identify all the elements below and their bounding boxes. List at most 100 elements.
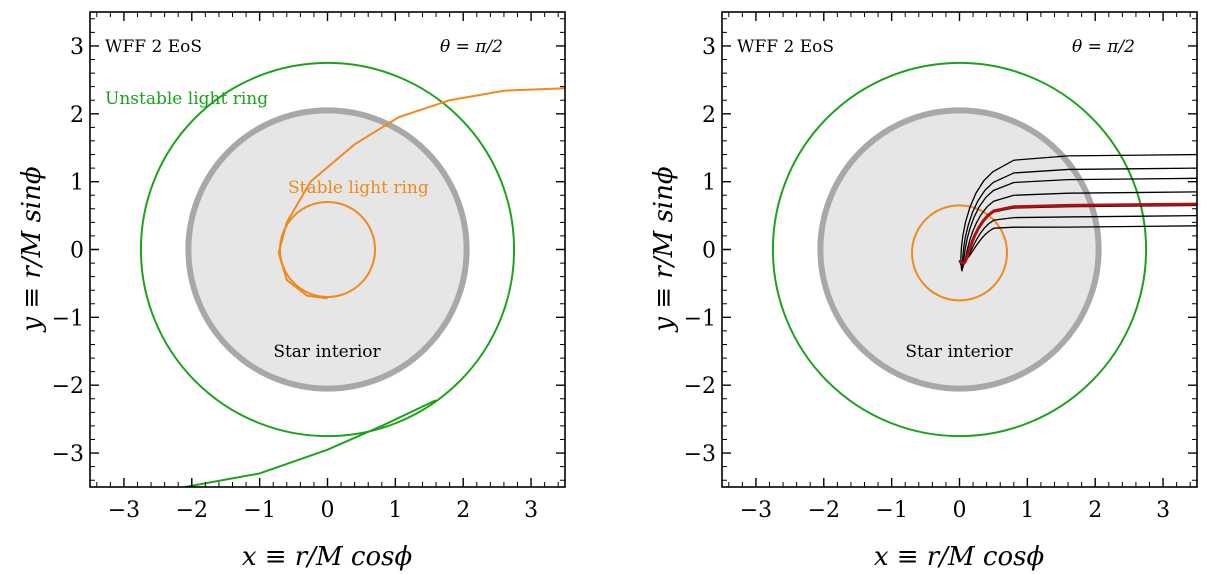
minor-tick: [90, 12, 565, 487]
minor-tick: [722, 12, 1197, 487]
major-tick: [722, 12, 1197, 487]
chart-right: −3 −2 −1 0 1 2 3 −3 −2 −1 0 1 2 3 WFF 2 EoS θ = π/2 S…: [649, 11, 1198, 572]
angle-label: θ = π/2: [440, 37, 503, 57]
ray-trajectories: [958, 153, 1197, 272]
stable-ring-label: Stable light ring: [288, 178, 429, 198]
major-tick: [722, 12, 1197, 487]
major-tick: [722, 12, 1197, 487]
minor-tick: [90, 12, 565, 487]
minor-tick: [722, 12, 1197, 487]
minor-tick: [90, 12, 565, 487]
minor-tick: [90, 12, 565, 487]
angle-label: θ = π/2: [1072, 37, 1135, 57]
minor-tick: [722, 12, 1197, 487]
minor-tick: [90, 12, 565, 487]
minor-tick: [722, 12, 1197, 487]
y-tick-label: 0: [70, 239, 84, 264]
major-tick: [722, 12, 1197, 487]
minor-tick: [90, 12, 565, 487]
minor-tick: [722, 12, 1197, 487]
unstable-light-ring: [139, 61, 516, 438]
y-axis-label: y ≡ r/M sinϕ: [649, 166, 679, 332]
y-tick-label: −1: [684, 306, 716, 331]
minor-tick: [90, 12, 565, 487]
minor-tick: [722, 12, 1197, 487]
minor-tick: [722, 12, 1197, 487]
y-tick-label: 0: [702, 239, 716, 264]
minor-tick: [90, 12, 565, 487]
axis-ticks: −3 −2 −1 0 1 2 3 −3 −2 −1 0 1 2 3: [684, 12, 1197, 523]
x-tick-label: −1: [243, 498, 275, 523]
minor-tick: [722, 12, 1197, 487]
x-tick-label: 3: [524, 498, 538, 523]
minor-tick: [90, 12, 565, 487]
minor-tick: [90, 12, 565, 487]
minor-tick: [722, 12, 1197, 487]
x-tick-label: −3: [108, 498, 140, 523]
major-tick: [722, 12, 1197, 487]
star-interior-disk: [185, 107, 470, 392]
minor-tick: [90, 12, 565, 487]
y-tick-label: −2: [684, 374, 716, 399]
minor-tick: [722, 12, 1197, 487]
minor-tick: [90, 12, 565, 487]
minor-tick: [90, 12, 565, 487]
minor-tick: [722, 12, 1197, 487]
x-tick-label: 0: [953, 498, 967, 523]
major-tick: [90, 12, 565, 487]
y-tick-label: 1: [702, 171, 716, 196]
minor-tick: [90, 12, 565, 487]
minor-tick: [722, 12, 1197, 487]
x-tick-label: 1: [388, 498, 402, 523]
major-tick: [90, 12, 565, 487]
minor-tick: [722, 12, 1197, 487]
major-tick: [90, 12, 565, 487]
chart-left: −3 −2 −1 0 1 2 3 −3 −2 −1 0 1 2 3 WFF 2 EoS θ = π/2 U…: [17, 11, 566, 572]
minor-tick: [722, 12, 1197, 487]
x-tick-label: 1: [1020, 498, 1034, 523]
eos-label: WFF 2 EoS: [105, 37, 202, 57]
minor-tick: [722, 12, 1197, 487]
y-tick-label: −3: [52, 442, 84, 467]
unstable-light-ring: [771, 61, 1148, 438]
y-tick-label: 2: [70, 103, 84, 128]
y-tick-label: −1: [52, 306, 84, 331]
x-tick-label: 0: [321, 498, 335, 523]
minor-tick: [722, 12, 1197, 487]
star-interior-disk: [817, 107, 1102, 392]
eos-label: WFF 2 EoS: [737, 37, 834, 57]
major-tick: [90, 12, 565, 487]
minor-tick: [722, 12, 1197, 487]
minor-tick: [90, 12, 565, 487]
major-tick: [90, 12, 565, 487]
minor-tick: [722, 12, 1197, 487]
highlighted-ray-trajectory: [958, 202, 1197, 265]
minor-tick: [90, 12, 565, 487]
minor-tick: [722, 12, 1197, 487]
y-tick-label: −2: [52, 374, 84, 399]
minor-tick: [722, 12, 1197, 487]
minor-tick: [90, 12, 565, 487]
minor-tick: [722, 12, 1197, 487]
y-tick-label: −3: [684, 442, 716, 467]
ray-trajectory: [958, 153, 1197, 272]
minor-tick: [90, 12, 565, 487]
x-tick-label: −2: [176, 498, 208, 523]
minor-tick: [90, 12, 565, 487]
y-tick-label: 3: [702, 35, 716, 60]
minor-tick: [90, 12, 565, 487]
minor-tick: [90, 12, 565, 487]
star-interior-label: Star interior: [905, 342, 1013, 362]
minor-tick: [722, 12, 1197, 487]
x-tick-label: 3: [1156, 498, 1170, 523]
x-axis-label: x ≡ r/M cosϕ: [874, 542, 1045, 572]
y-axis-label: y ≡ r/M sinϕ: [17, 166, 47, 332]
minor-tick: [90, 12, 565, 487]
x-tick-label: −2: [808, 498, 840, 523]
x-axis-label: x ≡ r/M cosϕ: [242, 542, 413, 572]
minor-tick: [90, 12, 565, 487]
minor-tick: [722, 12, 1197, 487]
x-tick-label: 2: [456, 498, 470, 523]
minor-tick: [722, 12, 1197, 487]
